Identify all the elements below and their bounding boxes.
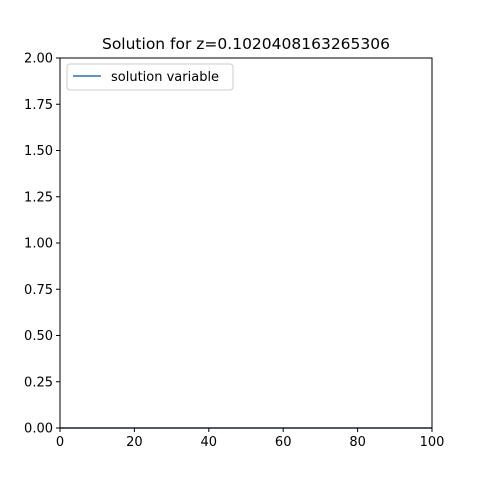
- y-tick-label: 1.00: [24, 237, 53, 252]
- y-tick-label: 1.25: [24, 190, 53, 205]
- y-tick-label: 0.25: [24, 375, 53, 390]
- y-tick-label: 0.50: [24, 329, 53, 344]
- x-tick-label: 20: [126, 435, 143, 450]
- y-tick-label: 0.75: [24, 283, 53, 298]
- x-tick-label: 80: [349, 435, 366, 450]
- y-tick-label: 2.00: [24, 52, 53, 67]
- y-tick-label: 1.75: [24, 98, 53, 113]
- y-tick-label: 1.50: [24, 144, 53, 159]
- x-tick-label: 60: [275, 435, 292, 450]
- x-tick-label: 40: [201, 435, 218, 450]
- y-tick-label: 0.00: [24, 422, 53, 437]
- x-tick-label: 0: [56, 435, 64, 450]
- x-tick-label: 100: [420, 435, 445, 450]
- chart-title: Solution for z=0.1020408163265306: [102, 35, 390, 53]
- legend-label: solution variable: [111, 70, 219, 85]
- legend: solution variable: [67, 64, 233, 90]
